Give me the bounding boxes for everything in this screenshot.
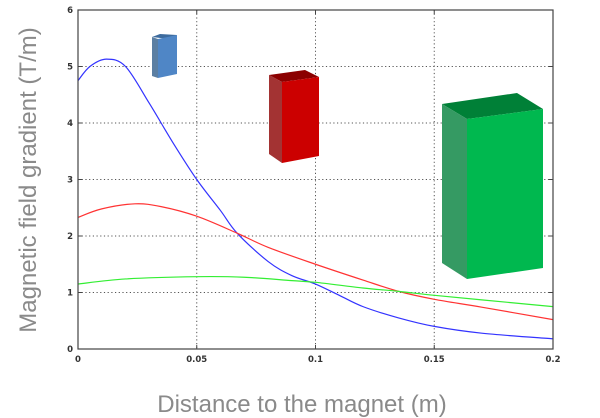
x-tick-label: 0 (75, 355, 81, 365)
series-line-1 (77, 203, 554, 321)
series-line-2 (77, 275, 554, 308)
x-tick-label: 0.15 (424, 355, 445, 365)
magnet-medium-red (269, 70, 319, 163)
magnet-large-green (442, 93, 543, 279)
x-tick-label: 0.1 (308, 355, 323, 365)
y-tick-label: 1 (67, 289, 73, 299)
y-tick-label: 0 (67, 345, 73, 355)
y-tick-label: 5 (67, 63, 73, 73)
y-tick-label: 6 (67, 6, 73, 16)
series-group (77, 58, 554, 340)
x-tick-label: 0.05 (186, 355, 207, 365)
ticks: 0 0.05 0.1 0.15 0.2 0 1 2 3 4 5 6 (67, 6, 561, 365)
series-line-0 (77, 58, 554, 340)
x-axis-label: Distance to the magnet (m) (157, 391, 446, 418)
y-tick-label: 3 (67, 176, 73, 186)
magnet-small-blue (152, 34, 177, 78)
y-tick-label: 2 (67, 232, 73, 242)
y-axis-label: Magnetic field gradient (T/m) (15, 27, 42, 332)
y-tick-label: 4 (67, 119, 73, 129)
x-tick-label: 0.2 (545, 355, 560, 365)
